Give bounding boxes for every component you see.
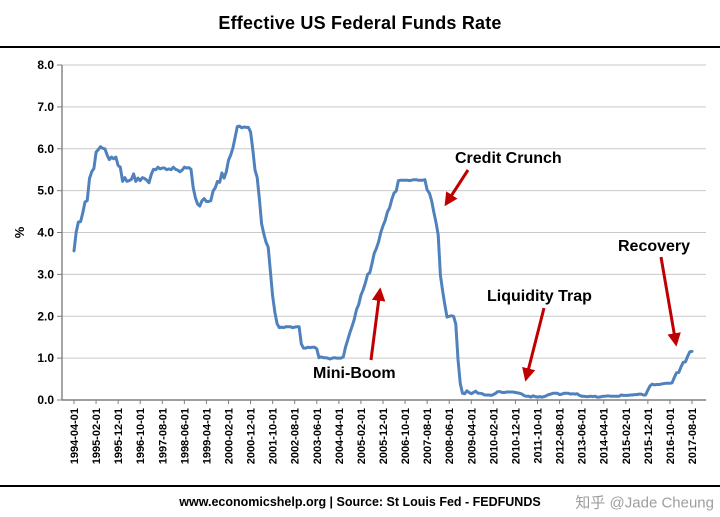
annotation-label: Liquidity Trap [487, 288, 592, 305]
x-tick-label: 2004-04-01 [334, 408, 346, 464]
x-tick-label: 1995-12-01 [113, 408, 125, 464]
annotation-arrow [659, 256, 681, 347]
y-tick-label: 3.0 [37, 267, 54, 281]
annotation-label: Mini-Boom [313, 365, 396, 382]
x-tick-label: 1997-08-01 [157, 408, 169, 464]
x-tick-label: 2008-06-01 [444, 408, 456, 464]
y-tick-label: 0.0 [37, 393, 54, 407]
footer: www.economicshelp.org | Source: St Louis… [0, 485, 720, 517]
series-line [72, 124, 694, 399]
x-tick-label: 2015-12-01 [643, 408, 655, 464]
x-tick-label: 2007-08-01 [422, 408, 434, 464]
x-tick-label: 2015-02-01 [621, 408, 633, 464]
annotation-label: Credit Crunch [455, 150, 562, 167]
x-tick-label: 2001-10-01 [268, 408, 280, 464]
x-tick-label: 2005-12-01 [378, 408, 390, 464]
x-tick-label: 2017-08-01 [687, 408, 699, 464]
x-tick-label: 2012-08-01 [555, 408, 567, 464]
y-tick-label: 2.0 [37, 309, 54, 323]
y-tick-label: 8.0 [37, 58, 54, 72]
x-tick-label: 2003-06-01 [312, 408, 324, 464]
y-axis-title: % [12, 226, 27, 238]
annotation-label: Recovery [618, 238, 690, 255]
x-tick-label: 1995-02-01 [91, 408, 103, 464]
x-tick-label: 2010-02-01 [488, 408, 500, 464]
x-tick-label: 1996-10-01 [135, 408, 147, 464]
footer-source-text: www.economicshelp.org | Source: St Louis… [179, 495, 541, 509]
chart-title: Effective US Federal Funds Rate [0, 0, 720, 48]
x-tick-label: 2016-10-01 [665, 408, 677, 464]
y-tick-label: 4.0 [37, 226, 54, 240]
x-tick-label: 2002-08-01 [290, 408, 302, 464]
x-tick-label: 1999-04-01 [201, 408, 213, 464]
x-tick-label: 2006-10-01 [400, 408, 412, 464]
y-tick-label: 7.0 [37, 100, 54, 114]
x-tick-label: 2010-12-01 [510, 408, 522, 464]
fed-funds-line-chart: 0.0 1.0 2.0 3.0 4.0 5.0 6.0 7.0 8.0 1994-04-01 199… [12, 58, 706, 464]
watermark-text: 知乎 @Jade Cheung [575, 494, 714, 512]
annotation-arrow [369, 287, 386, 361]
annotation-arrow [444, 169, 470, 207]
x-tick-label: 2005-02-01 [356, 408, 368, 464]
y-tick-label: 1.0 [37, 351, 54, 365]
x-tick-label: 2000-12-01 [246, 408, 258, 464]
x-tick-label: 2013-06-01 [577, 408, 589, 464]
x-tick-label: 2011-10-01 [533, 408, 545, 464]
x-tick-label: 2000-02-01 [224, 408, 236, 464]
annotation-arrow [522, 307, 546, 382]
x-tick-label: 1994-04-01 [69, 408, 81, 464]
y-tick-label: 5.0 [37, 184, 54, 198]
x-tick-label: 2009-04-01 [466, 408, 478, 464]
x-tick-label: 1998-06-01 [179, 408, 191, 464]
y-tick-label: 6.0 [37, 142, 54, 156]
x-tick-label: 2014-04-01 [599, 408, 611, 464]
